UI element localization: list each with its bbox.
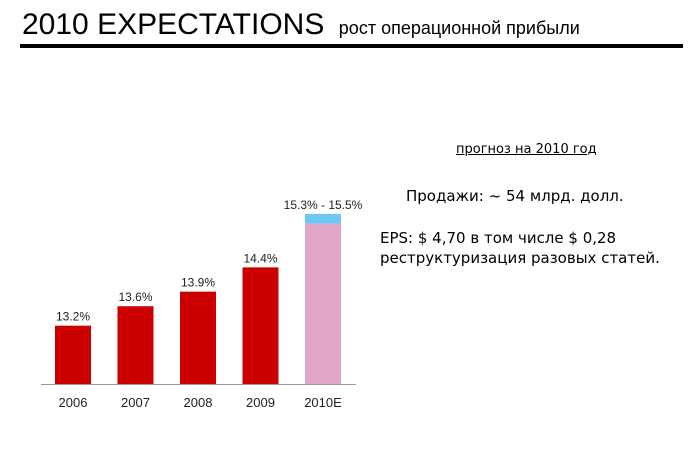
x-tick-2008: 2008 — [184, 395, 213, 410]
forecast-title: прогноз на 2010 год — [456, 142, 597, 157]
x-tick-2006: 2006 — [59, 395, 88, 410]
x-tick-2009: 2009 — [246, 395, 275, 410]
bar-2006 — [55, 325, 91, 384]
data-label-2008: 13.9% — [181, 276, 215, 290]
title-underline — [20, 44, 683, 48]
data-label-2007: 13.6% — [118, 290, 152, 304]
x-tick-2010E: 2010E — [304, 395, 342, 410]
page-subtitle: рост операционной прибыли — [338, 18, 580, 38]
sales-forecast: Продажи: ~ 54 млрд. долл. — [406, 187, 624, 205]
bar-2009 — [242, 267, 279, 384]
data-label-2010E: 15.3% - 15.5% — [284, 198, 363, 212]
x-tick-2007: 2007 — [121, 395, 150, 410]
data-label-2006: 13.2% — [56, 310, 90, 324]
data-label-2009: 14.4% — [243, 251, 277, 265]
eps-forecast-line2: реструктуризация разовых статей. — [380, 249, 660, 267]
page-title: 2010 EXPECTATIONS — [22, 8, 325, 41]
forecast-range-2010E — [305, 213, 341, 224]
header: 2010 EXPECTATIONS рост операционной приб… — [22, 8, 682, 42]
bar-2010E — [305, 223, 341, 384]
bar-2007 — [117, 306, 154, 384]
bar-2008 — [180, 291, 216, 384]
eps-forecast-line1: EPS: $ 4,70 в том числе $ 0,28 — [380, 229, 617, 247]
